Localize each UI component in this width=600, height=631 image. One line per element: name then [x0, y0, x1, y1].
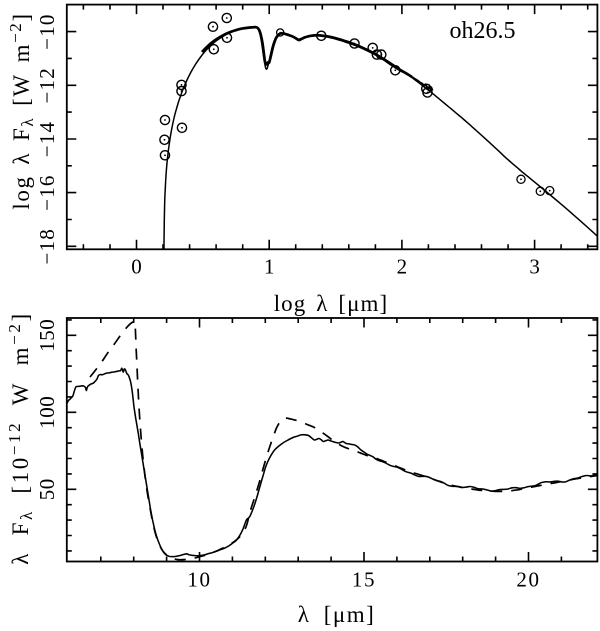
- svg-text:log λ [μm]: log λ [μm]: [274, 291, 389, 316]
- svg-text:−18: −18: [35, 228, 59, 264]
- svg-text:50: 50: [35, 478, 59, 500]
- svg-text:1: 1: [264, 255, 275, 279]
- svg-text:−14: −14: [35, 121, 59, 157]
- svg-text:150: 150: [35, 319, 59, 352]
- svg-text:0: 0: [131, 255, 142, 279]
- svg-text:15: 15: [352, 567, 376, 591]
- svg-text:λ [μm]: λ [μm]: [298, 602, 376, 627]
- svg-text:−12: −12: [35, 67, 59, 103]
- svg-text:10: 10: [187, 567, 211, 591]
- svg-text:−10: −10: [35, 13, 59, 49]
- svg-text:oh26.5: oh26.5: [450, 18, 516, 44]
- svg-text:100: 100: [35, 396, 59, 429]
- svg-text:20: 20: [516, 567, 540, 591]
- svg-text:−16: −16: [35, 174, 59, 210]
- svg-text:3: 3: [529, 255, 540, 279]
- svg-text:2: 2: [397, 255, 408, 279]
- svg-text:log λ Fλ [W m−2]: log λ Fλ [W m−2]: [6, 12, 37, 209]
